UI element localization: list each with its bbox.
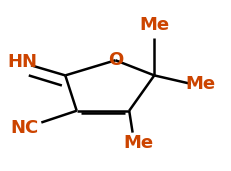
- Text: NC: NC: [10, 119, 38, 137]
- Text: Me: Me: [185, 75, 215, 93]
- Text: Me: Me: [139, 16, 169, 34]
- Text: O: O: [108, 51, 123, 69]
- Text: HN: HN: [7, 53, 37, 71]
- Text: Me: Me: [123, 134, 153, 152]
